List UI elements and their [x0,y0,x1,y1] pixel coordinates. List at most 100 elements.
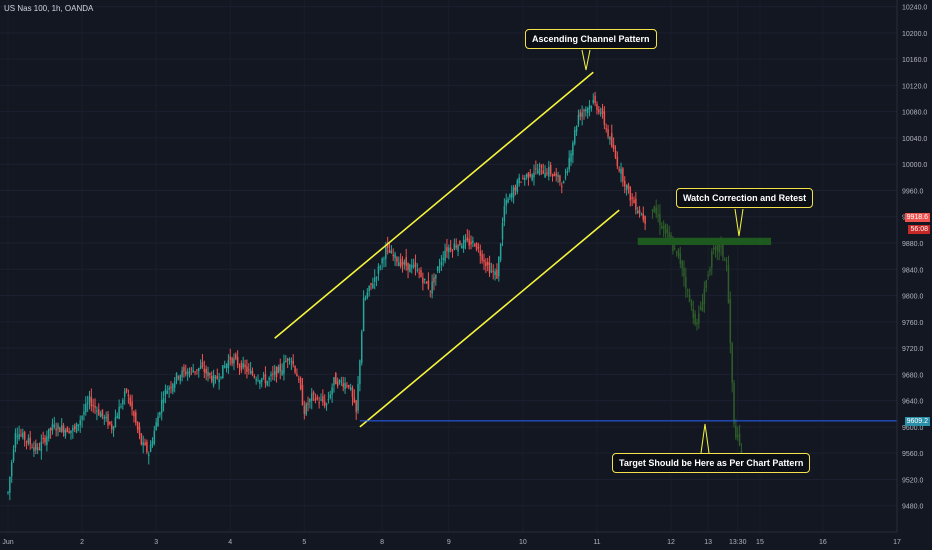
candle-body [559,175,561,182]
candle-body [303,405,306,414]
candle-body [436,267,439,271]
candle-body [220,376,222,379]
candle-body [455,245,457,248]
candle-body [627,184,630,189]
candle-body [457,245,459,252]
candle-body [314,398,317,401]
candle-body [192,370,194,373]
channel-callout-pointer [581,49,591,71]
candle-body [99,413,102,418]
projection-candle-body [679,253,682,264]
price-tick-label: 10000.0 [902,162,927,169]
candle-body [33,447,35,452]
candle-body [327,399,330,401]
target-callout[interactable]: Target Should be Here as Per Chart Patte… [612,453,811,473]
projection-candle-body [729,299,732,344]
projection-candle-body [666,229,669,233]
candle-body [433,277,435,283]
target-callout-pointer [700,423,710,454]
candle-body [546,172,548,174]
ascending-channel-callout[interactable]: Ascending Channel Pattern [525,29,657,49]
candle-body [242,363,244,368]
projection-candle-body [668,232,670,238]
candle-body [633,199,635,204]
candle-body [123,391,126,397]
candle-body [260,378,263,383]
candle-body [90,396,93,407]
candle-body [366,292,369,298]
candle-body [342,383,344,387]
candle-body [360,331,363,363]
countdown-tag: 56:08 [908,225,930,234]
candle-body [381,258,383,264]
symbol-title: US Nas 100, 1h, OANDA [4,4,94,13]
projection-candle-body [688,294,691,302]
projection-candle-body [736,435,739,437]
candle-body [448,247,450,253]
time-axis[interactable]: Jun 2 3 4 5 8 9 10 11 12 13 13:30 15 16 17 [0,531,901,546]
retest-zone [637,237,772,245]
candle-body [299,378,302,390]
projection-candle-body [703,288,706,304]
candle-body [118,406,120,419]
price-axis[interactable]: 10240.0 10200.0 10160.0 10120.0 10080.0 10040… [896,0,927,532]
candle-body [190,368,193,370]
candle-body [472,240,474,243]
candle-body [148,454,150,456]
candle-body [444,250,446,262]
candle-body [525,174,528,177]
candle-body [511,192,513,199]
candle-body [257,380,259,382]
candle-body [386,243,389,248]
projection-candle-body [677,248,680,256]
candle-body [575,126,578,132]
drawing-overlays [274,49,897,454]
candle-body [296,373,298,377]
candle-body [131,401,133,410]
candle-body [586,108,589,113]
candle-body [390,250,393,254]
candle-body [223,366,226,368]
price-tick-label: 9680.0 [902,372,924,379]
candle-body [453,243,456,250]
candle-body [611,133,613,147]
candle-body [133,411,135,417]
candle-body [142,442,144,446]
candle-body [372,283,374,288]
candle-body [414,262,417,268]
candle-body [10,462,13,477]
candle-body [266,381,269,386]
candle-body [498,256,500,277]
candle-body [470,241,472,245]
candle-body [403,261,406,265]
candle-body [383,258,385,260]
candle-body [635,198,637,210]
candle-body [20,434,22,436]
candle-body [27,438,30,444]
candle-body [281,370,283,375]
candle-body [83,411,85,415]
candle-body [401,262,404,265]
candle-body [548,167,550,177]
candle-body [275,366,278,378]
candle-body [212,375,215,386]
price-tick-label: 9640.0 [902,399,924,406]
candle-body [464,239,467,243]
price-tick-label: 9960.0 [902,188,924,195]
time-tick-label: 12 [667,539,675,546]
candle-body [509,194,511,198]
candle-body [411,265,413,268]
candle-body [309,398,311,403]
candle-body [127,394,130,396]
candle-body [292,360,294,365]
time-tick-label: 5 [302,539,306,546]
candle-body [149,444,152,452]
price-tick-label: 9720.0 [902,346,924,353]
projection-candle-body [709,269,711,272]
watch-correction-callout[interactable]: Watch Correction and Retest [676,188,814,208]
candle-body [129,397,131,406]
candle-body [64,430,67,437]
candle-body [416,269,419,271]
candle-body [438,266,441,268]
